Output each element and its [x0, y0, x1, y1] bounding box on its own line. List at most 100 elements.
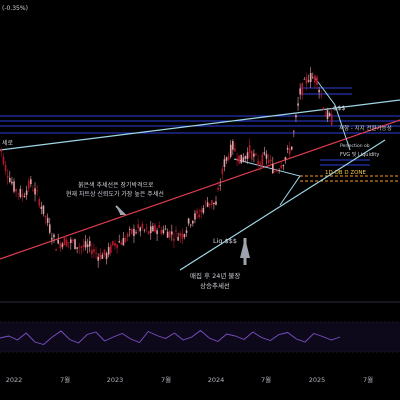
candle [234, 148, 236, 152]
triangle-pattern[interactable] [233, 158, 301, 206]
annotation-text: 매집 후 24년 불장 [190, 271, 240, 280]
candle [299, 88, 301, 95]
candle [227, 156, 230, 160]
annotation-text: 1D OB D ZONE [325, 170, 367, 176]
candle [215, 201, 217, 205]
candle [82, 244, 85, 247]
annotation-text: FVG 및 Liquidity [340, 151, 379, 158]
candle [126, 233, 129, 237]
annotations: 붉은색 추세선은 장기박격으로 현재 차트상 신뢰도가 가장 높은 주세선 매집… [2, 104, 392, 290]
candle [25, 190, 28, 196]
candle [318, 89, 320, 93]
candle [236, 158, 238, 160]
candle [143, 229, 146, 231]
candle [204, 201, 207, 203]
candle [173, 238, 175, 241]
candle [196, 210, 198, 214]
candle [160, 229, 163, 234]
candle [326, 110, 329, 120]
wedge-pattern[interactable] [314, 77, 351, 151]
candle [240, 154, 243, 164]
uptrend-line[interactable] [179, 139, 386, 271]
candle [141, 223, 144, 229]
candle [171, 231, 173, 235]
candle [255, 154, 257, 155]
red-trendline[interactable] [0, 119, 400, 260]
candle [183, 234, 186, 238]
candle [17, 193, 20, 195]
candle [122, 237, 125, 246]
candle [248, 145, 251, 154]
level-lines [0, 87, 400, 182]
oscillator-line [0, 329, 341, 345]
candle [114, 243, 116, 246]
candle [263, 152, 266, 155]
candle [259, 162, 261, 165]
candle [309, 73, 312, 82]
candle [128, 229, 131, 230]
candle [48, 224, 51, 233]
candle [107, 247, 110, 255]
candle [23, 196, 26, 198]
candle [124, 238, 127, 242]
candle [314, 75, 316, 83]
candle [80, 246, 83, 248]
candle [131, 228, 133, 234]
cyan-trendline[interactable] [0, 99, 400, 151]
candle [328, 113, 331, 116]
candle [164, 228, 167, 230]
candle [152, 226, 154, 232]
change-readout: (-0.35%) [2, 5, 28, 12]
candle [202, 208, 205, 213]
candle [276, 170, 278, 172]
x-tick-label: 7월 [161, 375, 171, 384]
candle [93, 249, 95, 253]
annotation-text: 세로 [2, 139, 14, 147]
candle [116, 244, 118, 249]
candle [280, 165, 283, 169]
candle [15, 188, 17, 192]
candle [36, 190, 38, 192]
candle [88, 240, 91, 247]
annotation-text: Perfection ob [340, 143, 370, 149]
candle [78, 246, 81, 248]
candle [311, 77, 314, 79]
candle [265, 154, 268, 159]
candle [57, 239, 59, 244]
candle [192, 220, 194, 224]
candle [34, 188, 36, 195]
candle [272, 163, 274, 174]
x-axis: 2022 7월 2023 7월 2024 7월 2025 7월 [6, 375, 373, 384]
candle [120, 242, 123, 245]
candle [158, 225, 160, 228]
candle [282, 165, 285, 167]
candle [305, 77, 308, 84]
candle [253, 153, 255, 157]
candle [46, 217, 49, 223]
candle [154, 224, 156, 232]
candle [118, 241, 121, 243]
candle [145, 227, 148, 229]
candle [269, 159, 272, 161]
candle [210, 200, 213, 206]
x-tick-label: 7월 [363, 375, 373, 384]
annotation-text: 저항 - 지지 전환가능성 [339, 124, 392, 132]
candle [250, 151, 253, 160]
candle [261, 154, 264, 166]
candle [59, 242, 62, 249]
candle [208, 203, 211, 206]
candle [322, 107, 325, 110]
oscillator-panel [0, 301, 400, 353]
candle [67, 242, 70, 243]
candle [303, 79, 306, 80]
candle [181, 233, 184, 240]
candle [2, 156, 5, 165]
candle [97, 256, 99, 261]
candle [147, 231, 150, 235]
annotation-arrows [115, 205, 250, 265]
candle [295, 115, 297, 118]
candle [177, 236, 179, 241]
x-tick-label: 2022 [6, 376, 23, 384]
